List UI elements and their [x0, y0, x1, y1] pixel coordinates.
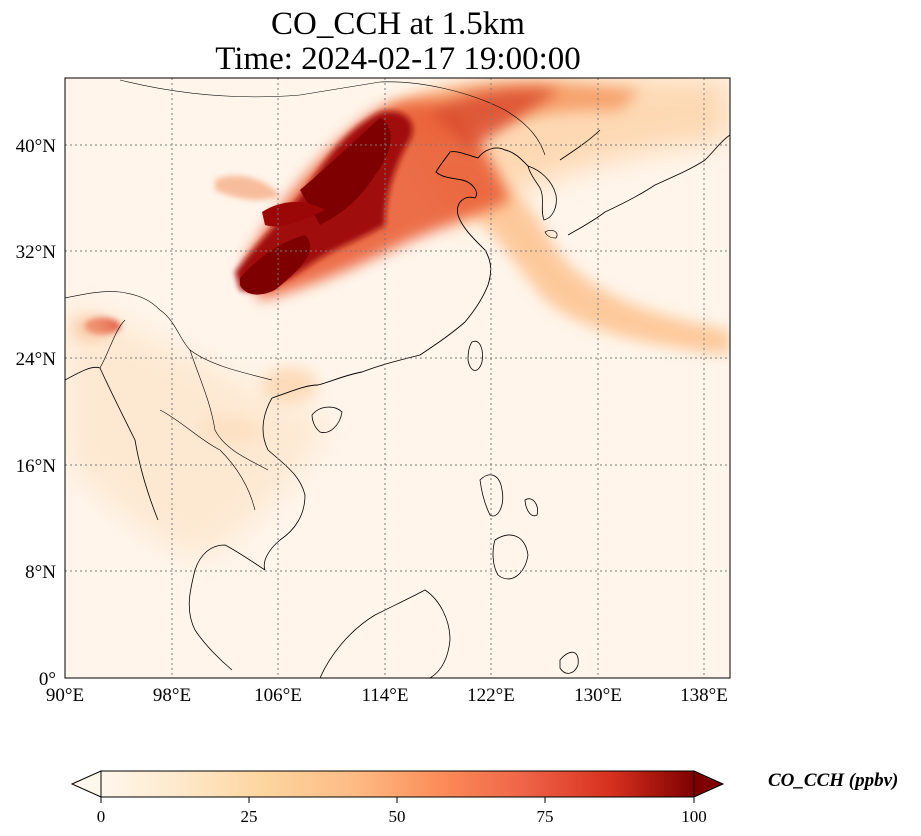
y-tick-label: 16°N [16, 456, 57, 477]
x-tick-label: 138°E [680, 685, 728, 706]
colorbar-gradient [101, 771, 694, 797]
x-tick-label: 130°E [574, 685, 622, 706]
colorbar-tick-label: 75 [537, 807, 554, 826]
y-tick-label: 24°N [16, 349, 57, 370]
co-concentration-field [65, 78, 730, 560]
colorbar-tick-label: 0 [97, 807, 106, 826]
gridlines [65, 78, 730, 678]
coastlines-and-borders [65, 79, 730, 678]
y-tick-label: 8°N [25, 562, 56, 583]
map-title-line-2: Time: 2024-02-17 19:00:00 [215, 41, 581, 77]
y-tick-label: 40°N [16, 136, 57, 157]
map-frame [64, 77, 731, 679]
map-title-line-1: CO_CCH at 1.5km [271, 6, 525, 42]
longitude-ticks: 90°E 98°E 106°E 114°E 122°E 130°E 138°E [46, 685, 728, 706]
colorbar-tick-label: 25 [241, 807, 258, 826]
y-tick-label: 32°N [16, 242, 57, 263]
latitude-ticks: 0° 8°N 16°N 24°N 32°N 40°N [16, 136, 57, 690]
x-tick-label: 114°E [362, 685, 409, 706]
colorbar-extend-max [693, 770, 725, 798]
x-tick-label: 90°E [46, 685, 84, 706]
colorbar-extend-min [70, 770, 102, 798]
x-tick-label: 98°E [153, 685, 191, 706]
colorbar-label: CO_CCH (ppbv) [768, 770, 899, 791]
y-tick-label: 0° [39, 669, 56, 690]
x-tick-label: 106°E [254, 685, 302, 706]
x-tick-label: 122°E [467, 685, 515, 706]
map-plot: 90°E 98°E 106°E 114°E 122°E 130°E 138°E … [16, 77, 731, 706]
colorbar-tick-label: 100 [681, 807, 707, 826]
colorbar-tick-label: 50 [389, 807, 406, 826]
